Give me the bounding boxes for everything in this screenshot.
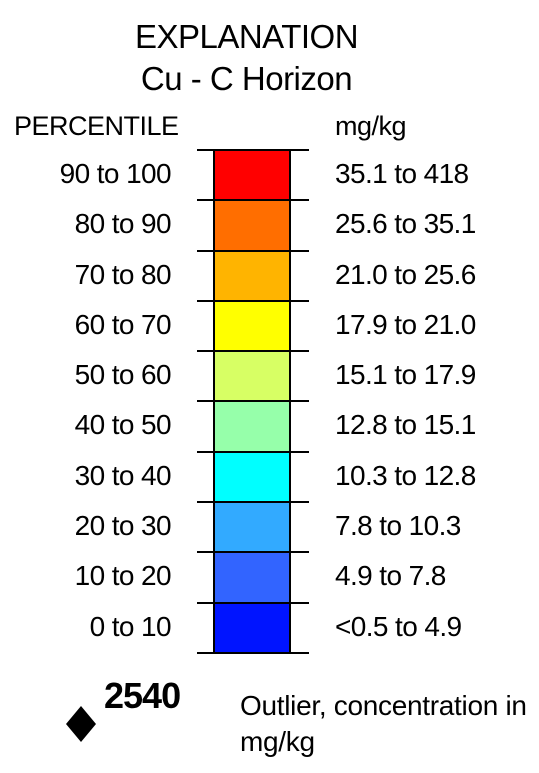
legend-row: 30 to 40 10.3 to 12.8 bbox=[0, 450, 539, 503]
percentile-label: 40 to 50 bbox=[74, 409, 172, 441]
range-label: 10.3 to 12.8 bbox=[335, 459, 476, 491]
color-swatch bbox=[213, 200, 291, 251]
legend-row: 60 to 70 17.9 to 21.0 bbox=[0, 299, 539, 352]
scale-tick bbox=[197, 199, 309, 202]
color-swatch bbox=[213, 502, 291, 553]
percentile-label: 70 to 80 bbox=[74, 258, 172, 290]
percentile-label: 50 to 60 bbox=[74, 359, 172, 391]
color-swatch bbox=[213, 451, 291, 503]
color-swatch bbox=[213, 150, 291, 201]
scale-tick bbox=[197, 299, 309, 302]
legend-subtitle: Cu - C Horizon bbox=[140, 60, 353, 97]
range-label: 15.1 to 17.9 bbox=[335, 359, 476, 391]
scale-tick bbox=[197, 400, 309, 403]
percentile-label: 80 to 90 bbox=[74, 208, 172, 240]
scale-tick bbox=[197, 149, 309, 151]
legend-row: 20 to 30 7.8 to 10.3 bbox=[0, 501, 539, 553]
range-label: 17.9 to 21.0 bbox=[335, 308, 476, 340]
scale-tick bbox=[197, 601, 309, 604]
legend-row: 0 to 10 <0.5 to 4.9 bbox=[0, 601, 539, 653]
legend-row: 50 to 60 15.1 to 17.9 bbox=[0, 350, 539, 402]
outlier-value: 2540 bbox=[104, 675, 181, 716]
color-swatch bbox=[213, 351, 291, 402]
color-scale: 90 to 100 35.1 to 418 80 to 90 25.6 to 3… bbox=[0, 149, 539, 653]
percentile-label: 10 to 20 bbox=[74, 560, 172, 592]
range-label: 21.0 to 25.6 bbox=[335, 258, 476, 290]
range-label: 35.1 to 418 bbox=[335, 158, 469, 189]
outlier-description: Outlier, concentration in mg/kg bbox=[240, 690, 527, 757]
percentile-label: 20 to 30 bbox=[74, 510, 172, 542]
range-label: <0.5 to 4.9 bbox=[335, 610, 462, 642]
range-label: 12.8 to 15.1 bbox=[335, 409, 476, 441]
range-label: 25.6 to 35.1 bbox=[335, 208, 476, 240]
percentile-label: 90 to 100 bbox=[59, 158, 172, 189]
percentile-label: 30 to 40 bbox=[74, 459, 172, 491]
percentile-label: 60 to 70 bbox=[74, 308, 172, 340]
legend-row: 80 to 90 25.6 to 35.1 bbox=[0, 199, 539, 251]
percentile-column-header: PERCENTILE bbox=[14, 111, 179, 141]
percentile-label: 0 to 10 bbox=[89, 610, 172, 642]
color-swatch bbox=[213, 300, 291, 352]
scale-tick bbox=[197, 551, 309, 554]
scale-tick bbox=[197, 501, 309, 504]
legend-row: 40 to 50 12.8 to 15.1 bbox=[0, 400, 539, 452]
scale-tick bbox=[197, 652, 309, 654]
unit-column-header: mg/kg bbox=[335, 111, 407, 141]
color-swatch bbox=[213, 552, 291, 603]
legend-title: EXPLANATION bbox=[134, 18, 359, 55]
color-swatch bbox=[213, 602, 291, 653]
scale-tick bbox=[197, 249, 309, 252]
scale-tick bbox=[197, 350, 309, 353]
legend-row: 70 to 80 21.0 to 25.6 bbox=[0, 249, 539, 301]
range-label: 4.9 to 7.8 bbox=[335, 560, 446, 592]
legend-row: 90 to 100 35.1 to 418 bbox=[0, 149, 539, 201]
range-label: 7.8 to 10.3 bbox=[335, 510, 461, 542]
color-swatch bbox=[213, 250, 291, 301]
scale-tick bbox=[197, 450, 309, 453]
diamond-icon bbox=[66, 706, 96, 742]
legend-row: 10 to 20 4.9 to 7.8 bbox=[0, 551, 539, 603]
color-swatch bbox=[213, 401, 291, 452]
